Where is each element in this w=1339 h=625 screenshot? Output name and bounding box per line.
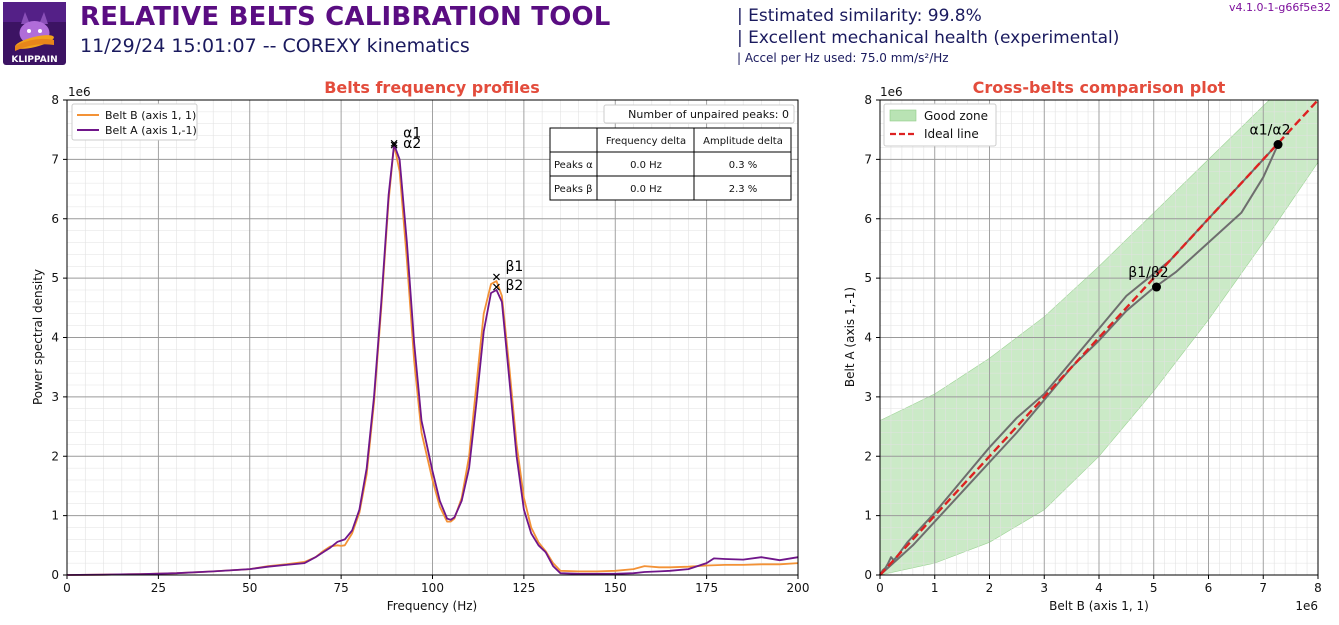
cross-x-tick-label: 7 [1259,581,1267,595]
cross-y-tick-label: 1 [864,509,872,523]
cross-legend: Good zone Ideal line [883,103,997,147]
freq-y-tick-label: 2 [51,449,59,463]
freq-x-tick-label: 125 [512,581,535,595]
page-title: RELATIVE BELTS CALIBRATION TOOL [80,2,611,32]
freq-x-tick-label: 200 [787,581,810,595]
peak-label: β2 [505,278,523,294]
peaks-table: Frequency delta Amplitude delta Peaks α … [549,127,792,201]
cross-x-tick-label: 0 [876,581,884,595]
freq-x-tick-label: 25 [151,581,166,595]
freq-x-tick-label: 50 [242,581,257,595]
version-label: v4.1.0-1-g66f5e32 [1228,1,1331,14]
table-row-beta-amp: 2.3 % [729,184,758,195]
peak-marker [493,283,500,291]
logo-text: KLIPPAIN [11,55,57,65]
cross-x-tick-label: 2 [986,581,994,595]
peak-marker [390,141,398,149]
cross-ticks: 0 1 2 3 4 5 6 7 8 0 1 2 3 4 5 6 7 8 [864,93,1321,595]
cross-point [1273,140,1283,150]
similarity-text: | Estimated similarity: 99.8% [737,6,982,26]
freq-y-tick-label: 5 [51,271,59,285]
freq-y-tick-label: 7 [51,152,59,166]
table-row-beta-label: Peaks β [554,184,593,195]
freq-y-tick-label: 0 [51,568,59,582]
table-row-alpha-label: Peaks α [554,160,593,171]
table-header-amp: Amplitude delta [703,136,783,147]
cross-y-tick-label: 8 [864,93,872,107]
freq-y-label: Power spectral density [31,269,45,405]
freq-y-tick-label: 4 [51,331,59,345]
cross-x-tick-label: 1 [931,581,939,595]
freq-x-tick-label: 175 [695,581,718,595]
freq-x-tick-label: 150 [604,581,627,595]
peak-label: α1 [403,125,421,141]
belt-a-line [66,143,799,576]
cross-y-tick-label: 2 [864,449,872,463]
cross-x-scale: 1e6 [1295,599,1318,613]
cross-y-tick-label: 4 [864,331,872,345]
freq-x-tick-label: 0 [63,581,71,595]
freq-y-scale: 1e6 [68,85,91,99]
freq-y-tick-label: 3 [51,390,59,404]
cross-y-tick-label: 6 [864,212,872,226]
cross-points: α1/α2 β1/β2 [1128,123,1291,292]
cross-x-tick-label: 8 [1314,581,1322,595]
cross-x-tick-label: 6 [1205,581,1213,595]
freq-chart-title: Belts frequency profiles [324,78,540,97]
cross-x-label: Belt B (axis 1, 1) [1049,599,1149,613]
freq-ticks: 0 25 50 75 100 125 150 175 200 0 1 2 3 4 5 6 7 8 [51,93,809,595]
freq-x-tick-label: 75 [333,581,348,595]
cross-y-tick-label: 5 [864,271,872,285]
peak-marker [390,139,398,147]
cross-x-tick-label: 5 [1150,581,1158,595]
legend-belt-a: Belt A (axis 1,-1) [105,124,197,137]
health-text: | Excellent mechanical health (experimen… [737,28,1120,48]
cross-x-tick-label: 4 [1095,581,1103,595]
legend-swatch-good-zone [889,109,917,122]
freq-y-tick-label: 6 [51,212,59,226]
cross-x-tick-label: 3 [1040,581,1048,595]
page-subtitle: 11/29/24 15:01:07 -- COREXY kinematics [80,35,470,57]
cross-y-tick-label: 3 [864,390,872,404]
peak-label: β1 [505,259,523,275]
cross-point-label: α1/α2 [1250,123,1291,139]
legend-belt-b: Belt B (axis 1, 1) [105,109,196,122]
table-header-freq: Frequency delta [606,136,686,147]
freq-lines [66,143,799,576]
unpaired-peaks-note: Number of unpaired peaks: 0 [628,108,789,121]
peak-marker [493,273,500,281]
klippain-logo: KLIPPAIN [3,2,66,65]
cross-y-tick-label: 7 [864,152,872,166]
cross-y-label: Belt A (axis 1,-1) [843,287,857,387]
cross-y-scale: 1e6 [880,85,903,99]
table-row-beta-freq: 0.0 Hz [630,184,662,195]
cross-point [1151,282,1161,292]
freq-y-tick-label: 8 [51,93,59,107]
freq-legend: Belt B (axis 1, 1) Belt A (axis 1,-1) [71,103,198,141]
freq-x-tick-label: 100 [421,581,444,595]
freq-x-label: Frequency (Hz) [387,599,478,613]
freq-y-tick-label: 1 [51,509,59,523]
legend-ideal-line: Ideal line [924,127,979,141]
table-row-alpha-amp: 0.3 % [729,160,758,171]
table-row-alpha-freq: 0.0 Hz [630,160,662,171]
accel-text: | Accel per Hz used: 75.0 mm/s²/Hz [737,51,949,65]
cross-point-label: β1/β2 [1128,265,1168,281]
cross-y-tick-label: 0 [864,568,872,582]
peak-label: α2 [403,136,421,152]
cross-chart-title: Cross-belts comparison plot [973,78,1226,97]
legend-good-zone: Good zone [924,109,988,123]
